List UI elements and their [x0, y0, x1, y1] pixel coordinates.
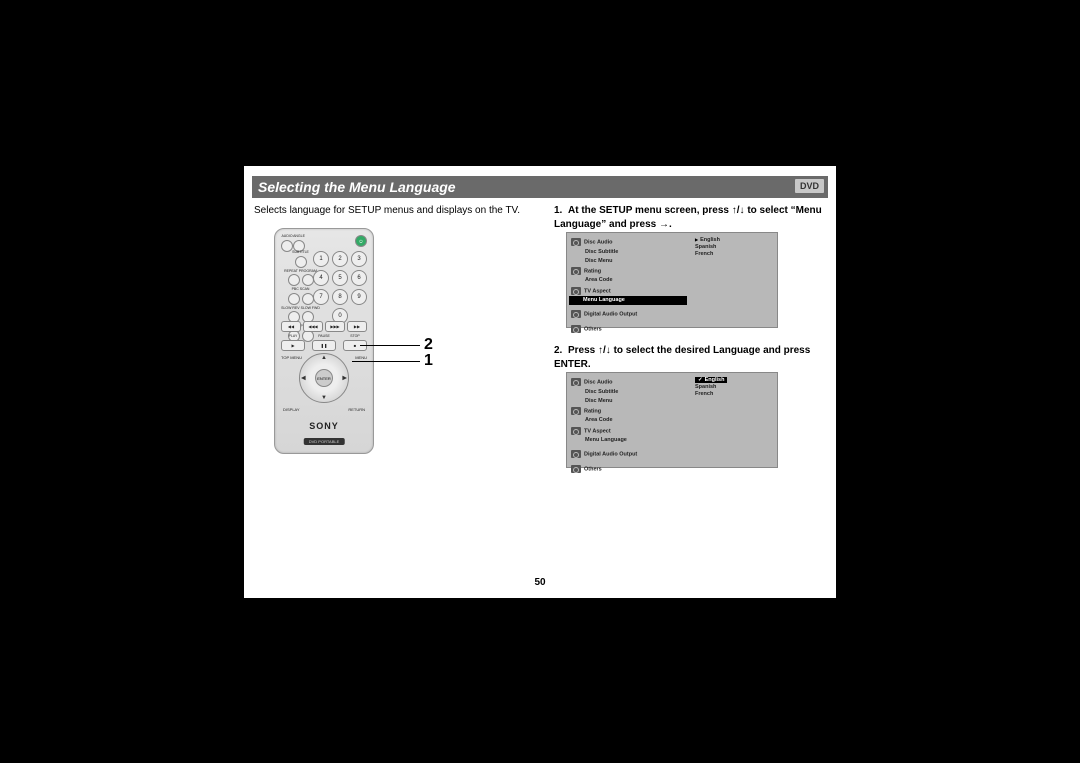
display-label: DISPLAY	[283, 407, 300, 412]
disp-group-icon	[571, 287, 581, 295]
repeat-button[interactable]	[288, 274, 300, 286]
step-1: 1.At the SETUP menu screen, press ↑/↓ to…	[554, 204, 829, 231]
lang-english-selected: English	[695, 377, 727, 383]
right-arrow-icon[interactable]: ▶	[342, 375, 347, 382]
menu-item: Disc Subtitle	[571, 388, 687, 397]
num-1[interactable]: 1	[313, 251, 329, 267]
section-title: Selecting the Menu Language	[258, 179, 456, 195]
next-button[interactable]: ▶▶	[347, 321, 367, 332]
setup-menu-screenshot-1: Disc Audio Disc Subtitle Disc Menu Ratin…	[566, 232, 778, 328]
lang-spanish: Spanish	[695, 244, 720, 250]
page-number: 50	[244, 577, 836, 588]
angle-label: ANGLE	[293, 235, 305, 239]
return-label: RETURN	[348, 407, 365, 412]
repeat-program-label: REPEAT PROGRAM	[284, 270, 317, 274]
lock-group-icon	[571, 267, 581, 275]
menu-item: Rating	[584, 408, 601, 414]
lang-french: French	[695, 251, 720, 257]
menu-item: TV Aspect	[584, 288, 611, 294]
stop-label: STOP	[350, 335, 359, 339]
number-pad: 1 2 3 4 5 6 7 8 9 0	[313, 251, 367, 324]
audio-label: AUDIO	[281, 235, 292, 239]
pbc-button[interactable]	[288, 293, 300, 305]
scan-button[interactable]	[302, 293, 314, 305]
step-2-text: Press ↑/↓ to select the desired Language…	[554, 345, 810, 370]
menu-item: Disc Menu	[571, 397, 687, 406]
play-button[interactable]: ▶	[281, 340, 305, 351]
menu-item: Rating	[584, 268, 601, 274]
pause-label: PAUSE	[318, 335, 330, 339]
disp-group-icon	[571, 427, 581, 435]
num-4[interactable]: 4	[313, 270, 329, 286]
menu-item: Menu Language	[571, 436, 687, 445]
section-header: Selecting the Menu Language DVD	[252, 176, 828, 198]
menu-item: Disc Subtitle	[571, 248, 687, 257]
num-6[interactable]: 6	[351, 270, 367, 286]
lang-english: English	[695, 237, 720, 243]
step-1-text: At the SETUP menu screen, press ↑/↓ to s…	[554, 205, 822, 230]
brand-logo: SONY	[275, 421, 373, 431]
play-label: PLAY	[289, 335, 298, 339]
menu-item: Area Code	[571, 416, 687, 425]
up-arrow-icon[interactable]: ▲	[321, 355, 327, 361]
remote-control: AUDIO ANGLE ⏻ SUBTITLE REPEAT PROGRAM PB…	[274, 228, 374, 454]
lang-group-icon	[571, 238, 581, 246]
power-button[interactable]: ⏻	[355, 235, 367, 247]
other-group-icon	[571, 325, 581, 333]
menu-item-selected: Menu Language	[569, 296, 687, 305]
num-3[interactable]: 3	[351, 251, 367, 267]
callout-line-1	[352, 361, 420, 362]
callout-line-2	[360, 345, 420, 346]
subtitle-button[interactable]	[295, 256, 307, 268]
manual-page: Selecting the Menu Language DVD Selects …	[244, 166, 836, 598]
enter-button[interactable]: ENTER	[315, 369, 333, 387]
callout-1: 1	[424, 352, 433, 370]
pause-button[interactable]: ❚❚	[312, 340, 336, 351]
setup-menu-screenshot-2: Disc Audio Disc Subtitle Disc Menu Ratin…	[566, 372, 778, 468]
rew-button[interactable]: ◀◀◀	[303, 321, 323, 332]
lang-group-icon	[571, 378, 581, 386]
audio-group-icon	[571, 450, 581, 458]
lock-group-icon	[571, 407, 581, 415]
other-group-icon	[571, 465, 581, 473]
menu-item: TV Aspect	[584, 428, 611, 434]
menu-item: Disc Audio	[584, 379, 613, 385]
fwd-button[interactable]: ▶▶▶	[325, 321, 345, 332]
menu-item: Area Code	[571, 276, 687, 285]
left-arrow-icon[interactable]: ◀	[301, 375, 306, 382]
menu-item: Others	[584, 466, 602, 472]
lang-spanish: Spanish	[695, 384, 727, 390]
menu-item: Others	[584, 326, 602, 332]
menu-item: Disc Audio	[584, 239, 613, 245]
num-2[interactable]: 2	[332, 251, 348, 267]
direction-pad: ▲ ▼ ◀ ▶ ENTER	[299, 353, 349, 403]
num-7[interactable]: 7	[313, 289, 329, 305]
prev-button[interactable]: ◀◀	[281, 321, 301, 332]
media-badge: DVD	[795, 179, 824, 193]
menu-item: Disc Menu	[571, 257, 687, 266]
num-8[interactable]: 8	[332, 289, 348, 305]
audio-group-icon	[571, 310, 581, 318]
subtitle-label: SUBTITLE	[292, 251, 309, 255]
menu-item: Digital Audio Output	[584, 452, 637, 458]
down-arrow-icon[interactable]: ▼	[321, 395, 327, 401]
step-2: 2.Press ↑/↓ to select the desired Langua…	[554, 344, 829, 371]
model-label: DVD PORTABLE	[304, 438, 345, 445]
num-9[interactable]: 9	[351, 289, 367, 305]
pbc-scan-label: PBC SCAN	[292, 288, 310, 292]
num-5[interactable]: 5	[332, 270, 348, 286]
menu-item: Digital Audio Output	[584, 312, 637, 318]
menu-label: MENU	[355, 355, 367, 360]
intro-text: Selects language for SETUP menus and dis…	[254, 204, 534, 218]
lang-french: French	[695, 391, 727, 397]
program-button[interactable]	[302, 274, 314, 286]
